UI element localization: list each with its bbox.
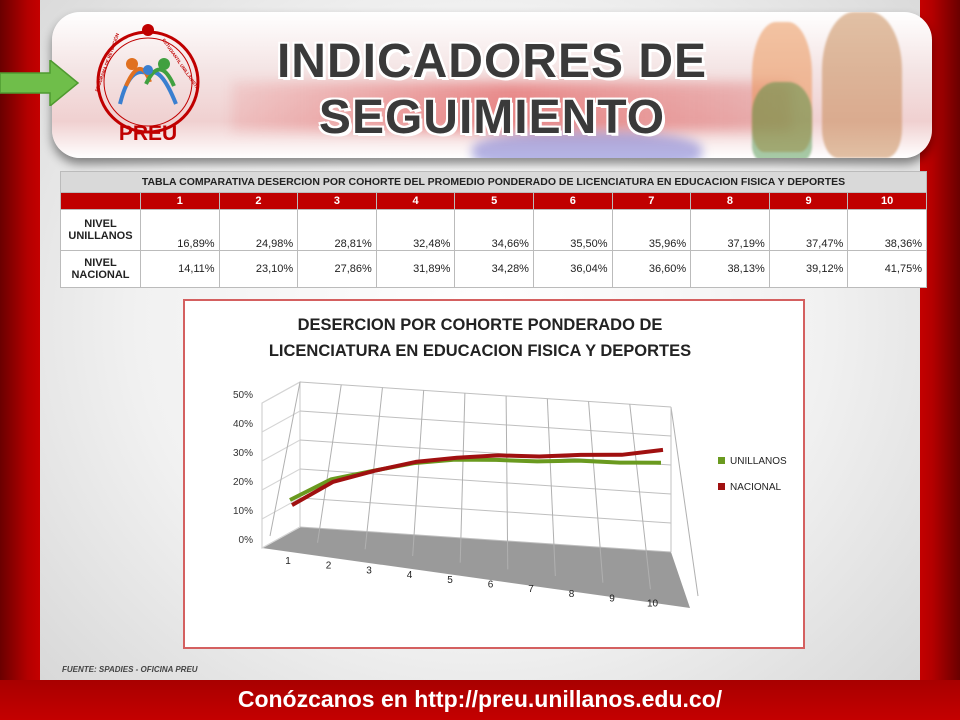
row-label-line2: UNILLANOS <box>68 230 133 242</box>
y-tick-label: 0% <box>239 535 254 546</box>
chart-category-divider <box>629 404 651 590</box>
table-cell: 27,86% <box>297 250 377 288</box>
table-cell: 23,10% <box>218 250 299 288</box>
header-banner: INDICADORES DE SEGUIMIENTO <box>52 12 932 158</box>
table-cell: 34,28% <box>454 250 534 288</box>
row-label-nacional: NIVEL NACIONAL <box>60 250 141 288</box>
chart-gridline <box>299 381 672 408</box>
chart-category-divider <box>459 393 466 563</box>
chart-category-divider <box>269 381 301 537</box>
y-tick-label: 10% <box>233 506 253 517</box>
chart-title-line2: LICENCIATURA EN EDUCACION FISICA Y DEPOR… <box>268 342 692 360</box>
table-row-unillanos: NIVEL UNILLANOS 16,89% 24,98% 28,81% 32,… <box>60 209 927 251</box>
table-cell: 36,60% <box>611 250 692 288</box>
chart-side-gridline <box>261 381 301 404</box>
preu-logo: PREU PROGRAMA DE RETENCIÓN ESTUDIANTIL U… <box>90 24 210 148</box>
banner-decoration-blue <box>472 132 702 158</box>
table-cell: 37,47% <box>768 209 849 251</box>
legend-label-unillanos: UNILLANOS <box>730 456 787 467</box>
table-cell: 38,13% <box>690 250 770 288</box>
banner-decoration <box>232 82 792 132</box>
chart-category-divider <box>505 395 509 570</box>
banner-figure-left <box>752 22 812 152</box>
page-title-line2: SEGUIMIENTO <box>318 91 666 144</box>
x-tick-label: 6 <box>488 580 494 591</box>
banner-figure-shirt <box>752 82 812 158</box>
page-title-line1: INDICADORES DE <box>276 35 708 88</box>
table-header-cell: 3 <box>297 192 377 210</box>
table-cell: 38,36% <box>847 209 927 251</box>
table-header-cell: 7 <box>611 192 692 210</box>
chart-floor <box>262 527 690 608</box>
row-label-unillanos: NIVEL UNILLANOS <box>60 209 141 251</box>
banner-figure-right <box>822 12 902 158</box>
legend-swatch-nacional <box>718 483 725 490</box>
x-tick-label: 9 <box>609 594 615 605</box>
legend-swatch-unillanos <box>718 457 725 464</box>
y-tick-label: 50% <box>233 390 253 401</box>
chart-side-wall <box>261 381 301 549</box>
table-cell: 31,89% <box>375 250 456 288</box>
table-cell: 41,75% <box>847 250 927 288</box>
table-title: TABLA COMPARATIVA DESERCION POR COHORTE … <box>60 171 927 193</box>
chart-side-gridline <box>261 526 301 549</box>
x-tick-label: 2 <box>326 561 332 572</box>
chart-category-divider <box>317 384 342 543</box>
x-tick-label: 1 <box>285 556 291 567</box>
chart-gridline <box>299 410 672 437</box>
table-row-nacional: NIVEL NACIONAL 14,11% 23,10% 27,86% 31,8… <box>60 250 927 288</box>
chart-gridline <box>299 526 672 553</box>
comparison-table: TABLA COMPARATIVA DESERCION POR COHORTE … <box>60 171 927 288</box>
footer-link[interactable]: Conózcanos en http://preu.unillanos.edu.… <box>237 686 723 712</box>
chart-gridline <box>299 497 672 524</box>
chart-category-divider <box>412 390 425 557</box>
x-tick-label: 3 <box>366 565 372 576</box>
chart-side-gridline <box>261 497 301 520</box>
chart-category-divider <box>588 401 604 583</box>
row-label-line1: NIVEL <box>84 257 117 269</box>
y-tick-label: 20% <box>233 477 253 488</box>
chart-title: DESERCION POR COHORTE PONDERADO DE LICEN… <box>0 312 960 364</box>
table-cell: 35,50% <box>532 209 613 251</box>
table-cell: 35,96% <box>611 209 692 251</box>
y-tick-label: 30% <box>233 448 253 459</box>
x-tick-label: 7 <box>528 584 534 595</box>
table-header-cell: 5 <box>454 192 534 210</box>
chart-side-gridline <box>261 439 301 462</box>
table-cell: 36,04% <box>532 250 613 288</box>
table-cell: 28,81% <box>297 209 377 251</box>
row-label-line1: NIVEL <box>84 218 117 230</box>
table-cell: 14,11% <box>140 250 220 288</box>
table-cell: 37,19% <box>690 209 770 251</box>
legend-label-nacional: NACIONAL <box>730 482 782 493</box>
logo-brand-text: PREU <box>119 122 177 145</box>
table-cell: 39,12% <box>768 250 849 288</box>
row-label-line2: NACIONAL <box>71 269 130 281</box>
left-red-border <box>0 0 40 720</box>
chart-title-line1: DESERCION POR COHORTE PONDERADO DE <box>297 316 663 334</box>
source-note: FUENTE: SPADIES - OFICINA PREU <box>62 665 198 674</box>
x-tick-label: 5 <box>447 575 453 586</box>
series-line-nacional <box>291 447 664 507</box>
x-tick-label: 10 <box>647 598 659 609</box>
table-header-cell: 2 <box>218 192 299 210</box>
chart-category-divider <box>546 398 556 577</box>
x-tick-label: 8 <box>569 589 575 600</box>
chart-category-divider <box>670 406 699 597</box>
footer-band <box>0 680 960 720</box>
table-cell: 34,66% <box>454 209 534 251</box>
green-arrow-icon <box>0 58 86 108</box>
y-tick-label: 40% <box>233 419 253 430</box>
table-cell: 32,48% <box>375 209 456 251</box>
chart-category-divider <box>364 387 383 550</box>
x-tick-label: 4 <box>407 570 413 581</box>
